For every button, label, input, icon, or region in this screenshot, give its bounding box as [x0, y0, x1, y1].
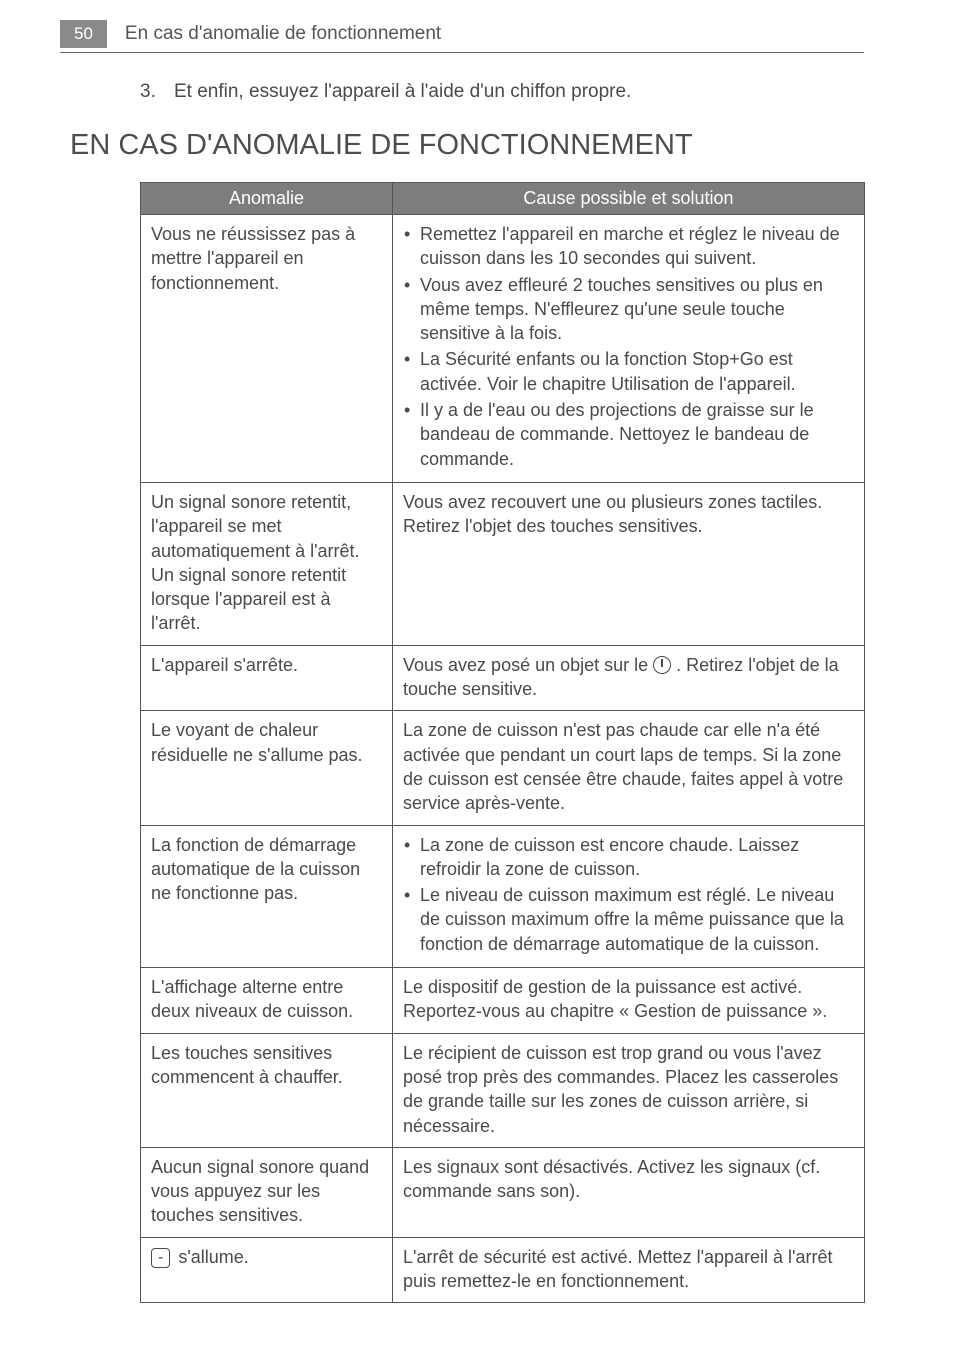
anomaly-cell: L'affichage alterne entre deux niveaux d…: [141, 968, 393, 1034]
anomaly-cell: L'appareil s'arrête.: [141, 645, 393, 711]
solution-cell: Le récipient de cuisson est trop grand o…: [393, 1033, 865, 1147]
solution-text: Le dispositif de gestion de la puissance…: [403, 977, 827, 1021]
table-row: L'affichage alterne entre deux niveaux d…: [141, 968, 865, 1034]
solution-cell: La zone de cuisson est encore chaude. La…: [393, 825, 865, 967]
solution-list-item: Le niveau de cuisson maximum est réglé. …: [403, 883, 854, 956]
section-heading: EN CAS D'ANOMALIE DE FONCTIONNEMENT: [70, 129, 954, 162]
anomaly-text: Les touches sensitives commencent à chau…: [151, 1043, 343, 1087]
anomaly-text: Le voyant de chaleur résiduelle ne s'all…: [151, 720, 363, 764]
page-number-badge: 50: [60, 20, 107, 48]
solution-cell: Le dispositif de gestion de la puissance…: [393, 968, 865, 1034]
step-text: Et enfin, essuyez l'appareil à l'aide d'…: [174, 81, 631, 103]
table-header-row: Anomalie Cause possible et solution: [141, 183, 865, 215]
table-row: L'appareil s'arrête. Vous avez posé un ob…: [141, 645, 865, 711]
anomaly-cell: Les touches sensitives commencent à chau…: [141, 1033, 393, 1147]
numbered-step: 3. Et enfin, essuyez l'appareil à l'aide…: [140, 81, 864, 103]
solution-cell: La zone de cuisson n'est pas chaude car …: [393, 711, 865, 825]
solution-list-item: La zone de cuisson est encore chaude. La…: [403, 833, 854, 882]
solution-cell: Vous avez recouvert une ou plusieurs zon…: [393, 482, 865, 645]
table-row: Aucun signal sonore quand vous appuyez s…: [141, 1147, 865, 1237]
solution-list-item: La Sécurité enfants ou la fonction Stop+…: [403, 347, 854, 396]
solution-text: Vous avez recouvert une ou plusieurs zon…: [403, 492, 822, 536]
anomaly-cell: Un signal sonore retentit, l'appareil se…: [141, 482, 393, 645]
anomaly-cell: Vous ne réussissez pas à mettre l'appare…: [141, 215, 393, 483]
table-row: Le voyant de chaleur résiduelle ne s'all…: [141, 711, 865, 825]
table-row: Vous ne réussissez pas à mettre l'appare…: [141, 215, 865, 483]
solution-list-item: Il y a de l'eau ou des projections de gr…: [403, 398, 854, 471]
anomaly-text: Aucun signal sonore quand vous appuyez s…: [151, 1157, 369, 1226]
anomaly-text: Vous ne réussissez pas à mettre l'appare…: [151, 224, 355, 293]
power-icon: [653, 656, 671, 674]
anomaly-text: L'affichage alterne entre deux niveaux d…: [151, 977, 353, 1021]
solution-text: La zone de cuisson n'est pas chaude car …: [403, 720, 843, 813]
anomaly-cell: Aucun signal sonore quand vous appuyez s…: [141, 1147, 393, 1237]
solution-list-item: Remettez l'appareil en marche et réglez …: [403, 222, 854, 271]
anomaly-text: L'appareil s'arrête.: [151, 655, 298, 675]
running-title: En cas d'anomalie de fonctionnement: [125, 23, 441, 45]
anomaly-cell: La fonction de démarrage automatique de …: [141, 825, 393, 967]
solution-list: Remettez l'appareil en marche et réglez …: [403, 222, 854, 471]
anomaly-text: Un signal sonore retentit, l'appareil se…: [151, 492, 360, 561]
anomaly-cell: Le voyant de chaleur résiduelle ne s'all…: [141, 711, 393, 825]
solution-cell: L'arrêt de sécurité est activé. Mettez l…: [393, 1237, 865, 1303]
troubleshooting-table: Anomalie Cause possible et solution Vous…: [140, 182, 865, 1303]
solution-text: Les signaux sont désactivés. Activez les…: [403, 1157, 820, 1201]
solution-list: La zone de cuisson est encore chaude. La…: [403, 833, 854, 956]
running-header: 50 En cas d'anomalie de fonctionnement: [60, 20, 864, 53]
solution-cell: Les signaux sont désactivés. Activez les…: [393, 1147, 865, 1237]
solution-text: L'arrêt de sécurité est activé. Mettez l…: [403, 1247, 833, 1291]
anomaly-text: Un signal sonore retentit lorsque l'appa…: [151, 565, 346, 634]
solution-cell: Vous avez posé un objet sur le . Retirez…: [393, 645, 865, 711]
solution-text: Le récipient de cuisson est trop grand o…: [403, 1043, 838, 1136]
table-row: - s'allume.L'arrêt de sécurité est activ…: [141, 1237, 865, 1303]
dash-glyph-box: -: [151, 1248, 170, 1268]
col-header-anomaly: Anomalie: [141, 183, 393, 215]
table-row: Un signal sonore retentit, l'appareil se…: [141, 482, 865, 645]
anomaly-cell: - s'allume.: [141, 1237, 393, 1303]
anomaly-text: s'allume.: [173, 1247, 248, 1267]
col-header-solution: Cause possible et solution: [393, 183, 865, 215]
anomaly-text: La fonction de démarrage automatique de …: [151, 835, 360, 904]
step-bold: essuyez l'appareil à l'aide d'un chiffon…: [249, 81, 631, 102]
table-row: Les touches sensitives commencent à chau…: [141, 1033, 865, 1147]
page: 50 En cas d'anomalie de fonctionnement 3…: [0, 0, 954, 1343]
solution-list-item: Vous avez effleuré 2 touches sensitives …: [403, 273, 854, 346]
table-row: La fonction de démarrage automatique de …: [141, 825, 865, 967]
step-prefix: Et enfin,: [174, 81, 249, 102]
solution-text: Vous avez posé un objet sur le: [403, 655, 653, 675]
solution-cell: Remettez l'appareil en marche et réglez …: [393, 215, 865, 483]
step-number: 3.: [140, 81, 174, 103]
